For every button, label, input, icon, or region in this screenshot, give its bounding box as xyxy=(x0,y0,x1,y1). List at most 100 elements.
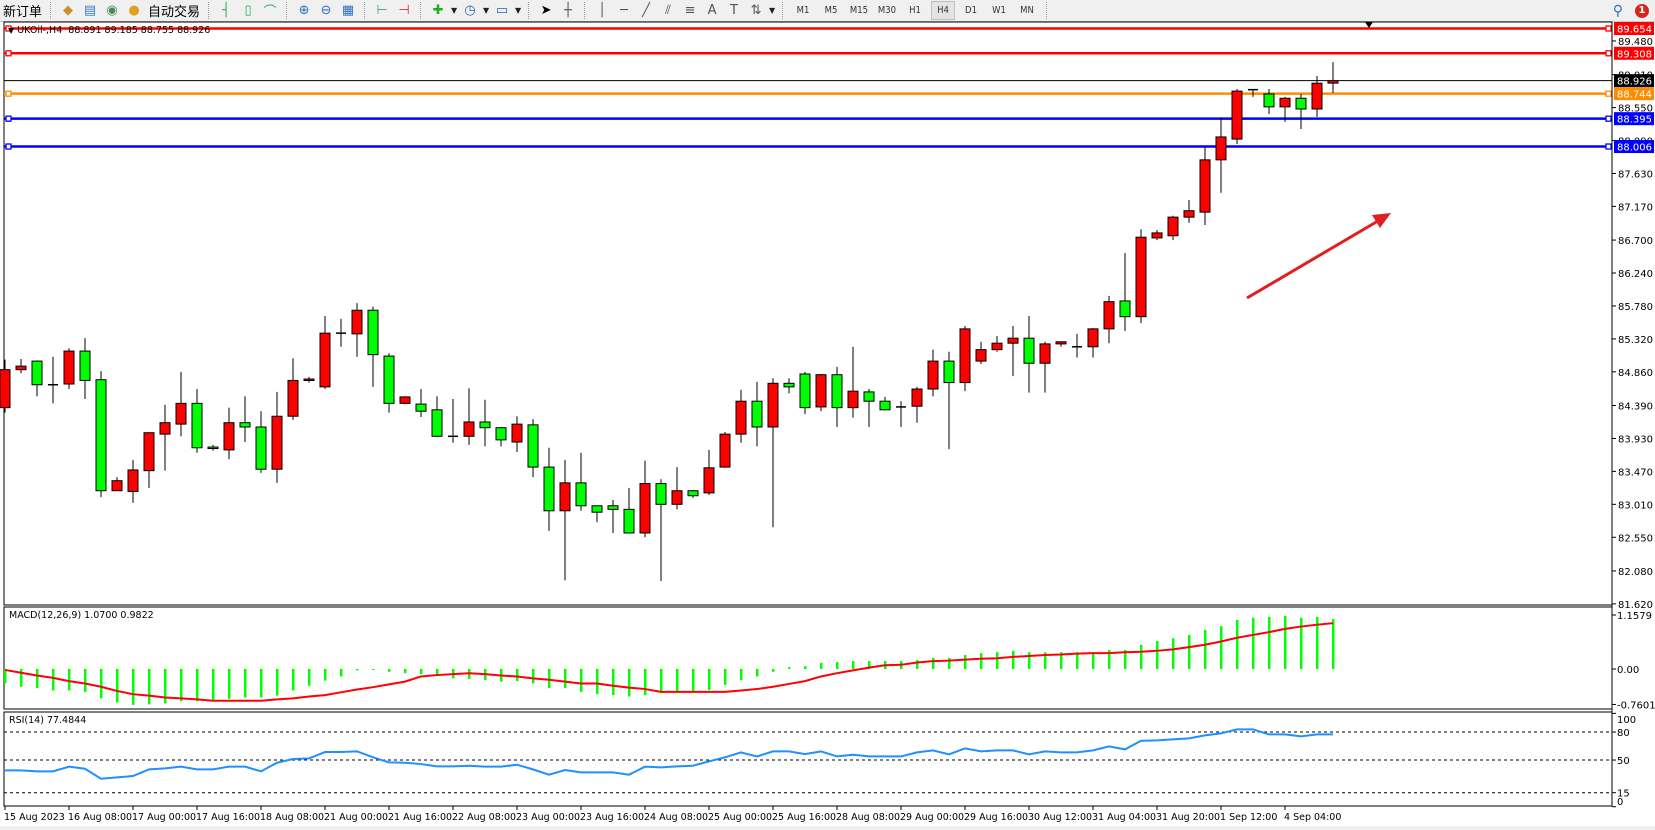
search-icon[interactable]: ⚲ xyxy=(1612,2,1623,19)
macd-histogram-bar xyxy=(1156,641,1159,669)
price-level-label: 88.744 xyxy=(1617,90,1652,101)
candle-body xyxy=(1311,82,1323,110)
macd-histogram-bar xyxy=(132,669,135,705)
macd-histogram-bar xyxy=(244,669,247,698)
tile-windows-icon[interactable]: ▦ xyxy=(341,3,355,18)
macd-tick-label: 1.1579 xyxy=(1617,611,1652,622)
auto-trading-icon[interactable]: ● xyxy=(128,3,140,18)
candle xyxy=(1263,88,1275,115)
candle-body xyxy=(799,373,811,409)
rsi-tick-label: 0 xyxy=(1617,797,1623,808)
candle-body xyxy=(575,482,587,507)
timeframe-m30[interactable]: M30 xyxy=(877,5,897,16)
candle-body xyxy=(735,400,747,435)
price-level-badge xyxy=(1614,46,1654,60)
line-chart-icon[interactable]: ⌒ xyxy=(263,5,277,20)
candle xyxy=(1023,315,1035,393)
chart-shift-icon[interactable]: ⊢ xyxy=(376,3,388,18)
macd-histogram-bar xyxy=(196,669,199,702)
timeframe-mn[interactable]: MN xyxy=(1020,5,1034,16)
bar-chart-icon[interactable]: ┤ xyxy=(222,3,230,18)
crosshair-icon[interactable]: ┼ xyxy=(564,3,572,18)
level-handle-left xyxy=(5,115,12,122)
candle xyxy=(448,399,458,443)
macd-histogram-bar xyxy=(820,662,823,669)
cursor-icon[interactable]: ➤ xyxy=(540,3,552,18)
price-level-label: 88.395 xyxy=(1617,115,1652,126)
candle-body xyxy=(927,360,939,390)
candle-body xyxy=(719,433,731,468)
signals-icon[interactable]: ▤ xyxy=(83,3,97,18)
new-order-button[interactable]: 新订单 xyxy=(3,5,43,20)
market-watch-icon[interactable]: ◉ xyxy=(106,3,118,18)
collapse-triangle-icon[interactable]: ▼ xyxy=(8,26,15,35)
periodicity-icon[interactable]: ◷ xyxy=(464,3,476,18)
macd-histogram-bar xyxy=(660,669,663,694)
candle-body xyxy=(607,505,619,510)
price-tick-label: 84.390 xyxy=(1618,402,1653,413)
candle-body xyxy=(431,409,443,437)
candlestick-chart-icon[interactable]: ▯ xyxy=(244,3,252,18)
candle xyxy=(1327,62,1339,93)
candle-body xyxy=(207,446,219,450)
text-icon[interactable]: A xyxy=(707,3,717,18)
price-level-badge xyxy=(1614,22,1654,36)
candle xyxy=(1119,252,1131,332)
timeframe-w1[interactable]: W1 xyxy=(992,5,1006,16)
timeframe-d1[interactable]: D1 xyxy=(965,5,978,16)
zoom-out-icon[interactable]: ⊖ xyxy=(320,3,332,18)
macd-histogram-bar xyxy=(564,669,567,689)
candle xyxy=(975,341,987,364)
candle-body xyxy=(319,332,331,388)
arrows-icon[interactable]: ⇅ xyxy=(750,3,762,18)
candle-body xyxy=(623,508,635,534)
auto-trading-button[interactable]: 自动交易 xyxy=(148,5,201,20)
text-label-icon[interactable]: T xyxy=(730,3,738,18)
macd-histogram-bar xyxy=(148,669,151,705)
candle xyxy=(1183,199,1195,223)
timeframe-m15[interactable]: M15 xyxy=(849,5,869,16)
price-level-label: 89.654 xyxy=(1617,25,1652,36)
time-tick-label: 16 Aug 08:00 xyxy=(68,812,132,823)
time-tick-label: 23 Aug 00:00 xyxy=(516,812,580,823)
horizontal-line-icon[interactable]: ─ xyxy=(620,3,628,18)
macd-histogram-bar xyxy=(916,660,919,669)
time-tick-label: 31 Aug 20:00 xyxy=(1156,812,1220,823)
macd-histogram-bar xyxy=(100,669,103,699)
indicators-icon[interactable]: ✚ xyxy=(432,3,444,18)
templates-icon[interactable]: ▭ xyxy=(495,3,509,18)
macd-histogram-bar xyxy=(980,653,983,669)
timeframe-m1[interactable]: M1 xyxy=(796,5,810,16)
macd-histogram-bar xyxy=(516,669,519,682)
time-tick-label: 4 Sep 04:00 xyxy=(1284,812,1341,823)
candle-body xyxy=(223,422,235,451)
candle xyxy=(1151,230,1163,241)
notification-badge[interactable]: 1 xyxy=(1635,3,1649,18)
chevron-down-icon[interactable]: ▼ xyxy=(482,6,490,15)
autoscroll-icon[interactable]: ⊣ xyxy=(398,3,410,18)
candle-body xyxy=(831,374,843,409)
chevron-down-icon[interactable]: ▼ xyxy=(450,6,458,15)
candle-body xyxy=(1327,80,1339,84)
candle xyxy=(175,371,187,437)
timeframe-h4[interactable]: H4 xyxy=(931,1,955,20)
equidistant-channel-icon[interactable]: ⫽ xyxy=(665,3,671,18)
candle xyxy=(1007,326,1019,377)
timeframe-h1[interactable]: H1 xyxy=(909,5,921,16)
trendline-icon[interactable]: ╱ xyxy=(642,3,650,18)
macd-histogram-bar xyxy=(1332,619,1335,669)
timeframe-m5[interactable]: M5 xyxy=(824,5,838,16)
candle xyxy=(927,349,939,397)
vertical-line-icon[interactable]: │ xyxy=(598,3,606,18)
candle xyxy=(127,459,139,503)
chevron-down-icon[interactable]: ▼ xyxy=(514,6,522,15)
history-center-icon[interactable]: ◆ xyxy=(63,3,74,18)
price-tick-label: 86.700 xyxy=(1618,236,1653,247)
level-handle-right xyxy=(1605,25,1612,32)
zoom-in-icon[interactable]: ⊕ xyxy=(298,3,310,18)
candle-body xyxy=(351,309,363,335)
fibonacci-icon[interactable]: ≡ xyxy=(684,3,696,18)
chevron-down-icon[interactable]: ▼ xyxy=(768,6,776,15)
price-level-badge xyxy=(1614,112,1654,126)
